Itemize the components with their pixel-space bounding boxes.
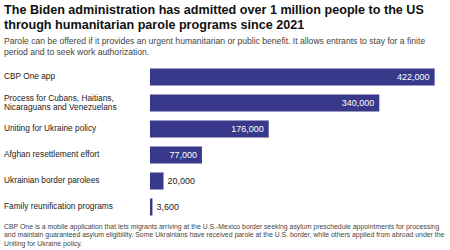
bar <box>150 147 202 164</box>
data-label: 422,000 <box>397 72 430 82</box>
bar <box>150 199 152 216</box>
data-labels: 422,000 340,000 176,000 77,000 20,000 3,600 <box>156 72 429 212</box>
title: The Biden administration has admitted ov… <box>4 3 446 33</box>
category-label: Uniting for Ukraine policy <box>4 124 146 134</box>
subtitle: Parole can be offered if it provides an … <box>4 36 446 57</box>
bar <box>150 121 269 138</box>
data-label: 77,000 <box>169 150 197 160</box>
data-label: 176,000 <box>231 124 264 134</box>
category-label: Process for Cubans, Haitians, Nicaraguan… <box>4 94 146 113</box>
category-label: Afghan resettlement effort <box>4 150 146 160</box>
bars <box>150 69 435 216</box>
category-label: Family reunification programs <box>4 202 146 212</box>
footnote: CBP One is a mobile application that let… <box>4 223 446 248</box>
data-label: 340,000 <box>342 98 375 108</box>
data-label: 20,000 <box>167 176 195 186</box>
page: {"chart_data": {"type": "bar", "orientat… <box>0 0 450 250</box>
category-label: Ukrainian border parolees <box>4 176 146 186</box>
category-label: CBP One app <box>4 72 146 82</box>
bar <box>150 173 163 190</box>
data-label: 3,600 <box>156 202 179 212</box>
bar <box>150 69 435 86</box>
bar <box>150 95 379 112</box>
